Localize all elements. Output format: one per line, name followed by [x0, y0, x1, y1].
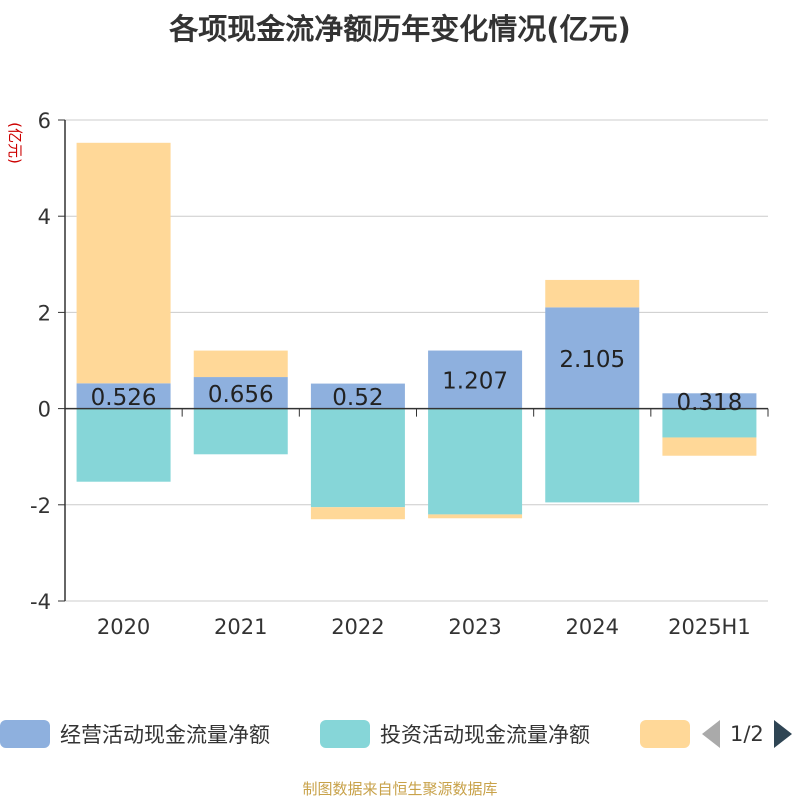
- legend-pager: 1/2: [702, 716, 792, 752]
- legend-item-financing[interactable]: [640, 716, 690, 752]
- y-tick-label: 4: [38, 205, 51, 229]
- chevron-right-icon[interactable]: [773, 720, 792, 748]
- y-axis-label: (亿元): [6, 122, 24, 164]
- bar-segment-2023-2: [428, 514, 523, 519]
- x-tick-label: 2021: [214, 615, 267, 639]
- bar-segment-2021-2: [193, 350, 288, 378]
- legend-item-operating[interactable]: 经营活动现金流量净额: [0, 716, 270, 752]
- legend-label-investing: 投资活动现金流量净额: [380, 723, 590, 747]
- x-tick-label: 2022: [331, 615, 384, 639]
- x-tick-label: 2023: [448, 615, 501, 639]
- x-tick-label: 2020: [97, 615, 150, 639]
- bar-segment-2024-2: [545, 279, 640, 308]
- y-tick-label: 0: [38, 398, 51, 422]
- data-labels: 0.526 0.656 0.52 1.207 2.105 0.318: [91, 347, 743, 416]
- bar-segment-2025H1-1: [662, 408, 757, 438]
- bar-segment-2020-0: [76, 383, 171, 409]
- x-tick-label: 2025H1: [668, 615, 751, 639]
- bar-segment-2024-0: [545, 307, 640, 409]
- bar-segment-2022-0: [310, 383, 405, 409]
- legend-swatch-operating: [0, 720, 50, 748]
- axes: -4 -2 0 2 4 6 2020 2021 2022 2023 2024 2025H1 (亿元): [6, 109, 769, 639]
- grid-lines: [65, 119, 768, 602]
- x-tick-label: 2024: [566, 615, 619, 639]
- y-tick-label: 2: [38, 301, 51, 325]
- legend-page-indicator: 1/2: [730, 722, 764, 746]
- bar-segment-2020-2: [76, 142, 171, 384]
- y-tick-label: 6: [38, 109, 51, 133]
- data-label: 2.105: [559, 347, 625, 373]
- source-note: 制图数据来自恒生聚源数据库: [302, 780, 498, 798]
- legend-label-operating: 经营活动现金流量净额: [60, 723, 270, 747]
- data-label: 0.526: [91, 385, 157, 411]
- bar-segment-2020-1: [76, 408, 171, 482]
- chevron-left-icon[interactable]: [702, 720, 720, 748]
- legend-swatch-investing: [320, 720, 370, 748]
- bar-segment-2025H1-2: [662, 437, 757, 456]
- data-label: 1.207: [442, 369, 508, 395]
- bar-segment-2022-2: [310, 507, 405, 520]
- legend-item-investing[interactable]: 投资活动现金流量净额: [320, 716, 590, 752]
- bar-segment-2024-1: [545, 408, 640, 503]
- data-label: 0.52: [332, 385, 383, 411]
- bar-group: [76, 142, 757, 520]
- bar-segment-2025H1-0: [662, 393, 757, 409]
- data-label: 0.656: [208, 382, 274, 408]
- bar-segment-2023-1: [428, 408, 523, 515]
- y-tick-label: -2: [30, 494, 51, 518]
- bar-segment-2022-1: [310, 408, 405, 508]
- chart-title: 各项现金流净额历年变化情况(亿元): [169, 12, 631, 46]
- y-tick-label: -4: [30, 590, 51, 614]
- legend-swatch-financing: [640, 720, 690, 748]
- legend: 经营活动现金流量净额 投资活动现金流量净额 1/2: [0, 716, 800, 752]
- bar-segment-2021-0: [193, 377, 288, 409]
- bar-segment-2021-1: [193, 408, 288, 455]
- data-label: 0.318: [676, 390, 742, 416]
- bar-segment-2023-0: [428, 350, 523, 409]
